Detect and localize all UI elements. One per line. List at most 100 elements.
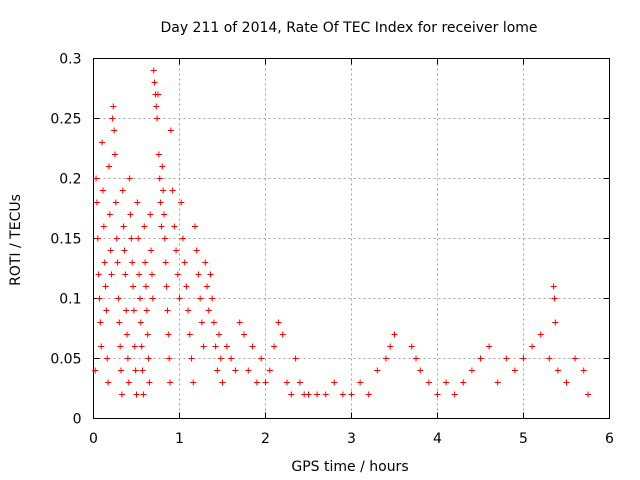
data-point: [486, 343, 493, 350]
data-point: [119, 187, 126, 194]
x-tick-label: 5: [519, 431, 528, 447]
data-point: [127, 211, 134, 218]
data-point: [162, 259, 169, 266]
data-point: [97, 319, 104, 326]
data-point: [551, 295, 558, 302]
data-point: [232, 367, 239, 374]
data-point: [102, 283, 109, 290]
y-axis-label: ROTI / TECUs: [8, 194, 24, 286]
data-point: [209, 295, 216, 302]
data-point: [138, 343, 145, 350]
data-point: [154, 115, 161, 122]
data-point: [112, 151, 118, 158]
data-point: [130, 283, 137, 290]
data-point: [143, 307, 150, 314]
data-point: [157, 199, 164, 206]
data-point: [348, 391, 355, 398]
data-point: [322, 391, 329, 398]
data-point: [205, 307, 212, 314]
data-point: [258, 355, 265, 362]
data-point: [141, 223, 148, 230]
data-point: [105, 379, 112, 386]
data-point: [382, 355, 389, 362]
data-point: [166, 355, 173, 362]
y-tick-label: 0.2: [59, 172, 81, 188]
data-point: [511, 367, 518, 374]
data-point: [183, 283, 190, 290]
data-point: [417, 367, 424, 374]
y-tick-label: 0: [73, 412, 82, 428]
x-tick-label: 6: [605, 431, 614, 447]
data-point: [149, 295, 156, 302]
data-point: [503, 355, 510, 362]
data-point: [288, 391, 295, 398]
data-point: [161, 211, 168, 218]
data-point: [169, 187, 176, 194]
data-point: [214, 367, 221, 374]
y-tick-label: 0.1: [59, 292, 81, 308]
data-point: [105, 163, 112, 170]
data-point: [148, 271, 155, 278]
x-tick-label: 1: [175, 431, 184, 447]
data-point: [113, 235, 120, 242]
y-tick-label: 0.3: [59, 52, 81, 68]
data-point: [331, 379, 338, 386]
data-point: [374, 367, 381, 374]
data-point: [185, 307, 192, 314]
chart-title: Day 211 of 2014, Rate Of TEC Index for r…: [160, 20, 537, 36]
data-point: [130, 307, 137, 314]
data-point: [107, 247, 114, 254]
data-point: [124, 355, 131, 362]
data-point: [109, 115, 116, 122]
data-point: [171, 223, 178, 230]
grid-lines: [93, 58, 610, 419]
data-point: [314, 391, 321, 398]
data-point: [136, 271, 143, 278]
data-point: [408, 343, 415, 350]
data-point: [118, 391, 125, 398]
data-point: [92, 367, 99, 374]
data-point: [585, 391, 591, 398]
data-point: [111, 127, 118, 134]
data-point: [554, 367, 561, 374]
data-point: [167, 127, 174, 134]
data-point: [191, 223, 198, 230]
data-point: [125, 379, 132, 386]
data-point: [139, 367, 146, 374]
data-point: [94, 235, 101, 242]
data-point: [136, 295, 143, 302]
data-point: [443, 379, 450, 386]
data-point: [158, 223, 165, 230]
data-point: [179, 235, 186, 242]
data-point: [197, 295, 204, 302]
data-point: [167, 379, 174, 386]
data-point: [118, 367, 125, 374]
data-point: [217, 355, 224, 362]
data-point: [181, 259, 188, 266]
data-point: [95, 271, 102, 278]
data-point: [563, 379, 570, 386]
data-point: [204, 283, 211, 290]
data-point: [99, 187, 106, 194]
data-point: [134, 199, 141, 206]
data-point: [147, 211, 154, 218]
data-point: [96, 295, 103, 302]
data-point: [236, 319, 243, 326]
data-point: [529, 343, 536, 350]
x-axis-label: GPS time / hours: [291, 459, 408, 475]
data-point: [151, 79, 158, 86]
data-point: [174, 271, 181, 278]
data-point: [279, 331, 286, 338]
data-point: [249, 343, 256, 350]
data-point: [98, 343, 105, 350]
data-point: [103, 307, 110, 314]
data-point: [112, 199, 119, 206]
data-point: [241, 331, 247, 338]
x-tick-label: 0: [89, 431, 98, 447]
data-point: [156, 175, 163, 182]
data-point: [266, 367, 273, 374]
data-point: [546, 355, 553, 362]
data-point: [219, 379, 226, 386]
data-point: [494, 379, 501, 386]
data-point: [425, 379, 432, 386]
